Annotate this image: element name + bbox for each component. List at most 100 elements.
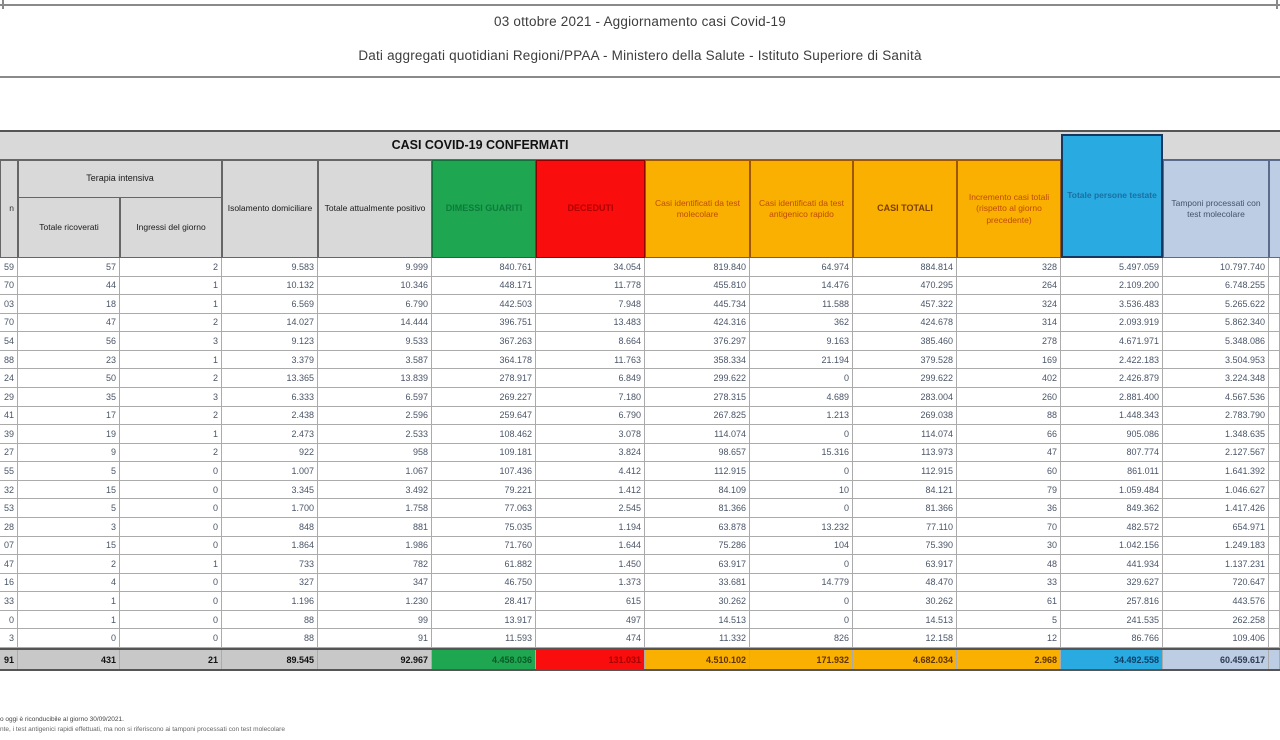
cell: 11.593 — [432, 629, 536, 647]
cell: 15 — [18, 480, 120, 499]
cell: 16 — [0, 573, 18, 592]
cell: 0 — [120, 573, 222, 592]
cell: 241.535 — [1061, 610, 1163, 629]
cell: 299.622 — [645, 369, 750, 387]
cell: 324 — [957, 295, 1061, 313]
cell — [1269, 480, 1280, 499]
cell: 10 — [750, 480, 853, 499]
cell: 1.059.484 — [1061, 480, 1163, 499]
cell: 47 — [957, 443, 1061, 462]
cell: 958 — [318, 443, 432, 462]
cell: 4.689 — [750, 388, 853, 406]
cell: 6.597 — [318, 388, 432, 406]
cell: 1.373 — [536, 573, 645, 592]
cell: 474 — [536, 629, 645, 647]
column-header-ingressi-del-giorno: Ingressi del giorno — [120, 197, 222, 258]
cell: 4.671.971 — [1061, 332, 1163, 350]
cell: 1.046.627 — [1163, 480, 1269, 499]
cell: 75.035 — [432, 518, 536, 536]
cell: 2.422.183 — [1061, 350, 1163, 369]
cell: 03 — [0, 295, 18, 313]
cell: 720.647 — [1163, 573, 1269, 592]
cell: 70 — [957, 518, 1061, 536]
cell: 112.915 — [853, 462, 957, 480]
cell: 905.086 — [1061, 425, 1163, 443]
total-cell: 4.682.034 — [853, 650, 957, 669]
cell: 6.790 — [536, 406, 645, 425]
cell: 5 — [957, 610, 1061, 629]
cell: 28.417 — [432, 592, 536, 610]
page-title: 03 ottobre 2021 - Aggiornamento casi Cov… — [494, 14, 786, 29]
cell: 807.774 — [1061, 443, 1163, 462]
total-cell: 92.967 — [318, 650, 432, 669]
cell: 14.513 — [853, 610, 957, 629]
cell: 1.230 — [318, 592, 432, 610]
cell: 269.038 — [853, 406, 957, 425]
column-header-isolamento-domiciliare: Isolamento domiciliare — [222, 160, 318, 258]
cell: 283.004 — [853, 388, 957, 406]
cell: 2 — [18, 555, 120, 573]
cell: 5.497.059 — [1061, 258, 1163, 276]
cell: 9 — [18, 443, 120, 462]
cell: 0 — [750, 592, 853, 610]
cell — [1269, 350, 1280, 369]
cell: 55 — [0, 462, 18, 480]
border-stub-right — [1276, 0, 1278, 9]
cell: 63.917 — [853, 555, 957, 573]
cell — [1269, 536, 1280, 555]
cell: 33.681 — [645, 573, 750, 592]
cell: 457.322 — [853, 295, 957, 313]
cell: 884.814 — [853, 258, 957, 276]
cell: 264 — [957, 276, 1061, 295]
cell: 1.758 — [318, 499, 432, 517]
cell: 2.127.567 — [1163, 443, 1269, 462]
cell — [1269, 462, 1280, 480]
cell — [1269, 388, 1280, 406]
cell: 1.042.156 — [1061, 536, 1163, 555]
cell: 104 — [750, 536, 853, 555]
table-row: 88 23 1 3.379 3.587 364.178 11.763 358.334 21.19… — [0, 350, 1280, 370]
total-cell: 2.968 — [957, 650, 1061, 669]
cell: 819.840 — [645, 258, 750, 276]
cell: 3.492 — [318, 480, 432, 499]
cell: 733 — [222, 555, 318, 573]
cell: 88 — [0, 350, 18, 369]
cell: 12 — [957, 629, 1061, 647]
cell: 9.999 — [318, 258, 432, 276]
cell: 13.839 — [318, 369, 432, 387]
cell: 56 — [18, 332, 120, 350]
cell: 91 — [318, 629, 432, 647]
cell: 6.333 — [222, 388, 318, 406]
cell: 10.132 — [222, 276, 318, 295]
cell: 9.123 — [222, 332, 318, 350]
cell: 13.917 — [432, 610, 536, 629]
cell: 54 — [0, 332, 18, 350]
cell: 47 — [18, 313, 120, 332]
total-cell: 431 — [18, 650, 120, 669]
cell: 1.067 — [318, 462, 432, 480]
top-rule — [0, 4, 1280, 6]
cell: 63.917 — [645, 555, 750, 573]
cell: 367.263 — [432, 332, 536, 350]
column-header-casi-test-antigenico: Casi identificati da test antigenico rap… — [750, 160, 853, 258]
cell: 5 — [18, 499, 120, 517]
cell — [1269, 406, 1280, 425]
cell: 2 — [120, 258, 222, 276]
cell: 113.973 — [853, 443, 957, 462]
cell — [1269, 592, 1280, 610]
table-row: 47 2 1 733 782 61.882 1.450 63.917 0 63.917 48 441.… — [0, 555, 1280, 574]
cell — [1269, 518, 1280, 536]
cell: 278.917 — [432, 369, 536, 387]
cell: 109.181 — [432, 443, 536, 462]
table-row: 55 5 0 1.007 1.067 107.436 4.412 112.915 0 112.91… — [0, 462, 1280, 481]
cell: 86.766 — [1061, 629, 1163, 647]
cell: 1.007 — [222, 462, 318, 480]
column-header-dimessi-guariti: DIMESSI GUARITI — [432, 160, 536, 258]
cell: 7.948 — [536, 295, 645, 313]
table-row: 59 57 2 9.583 9.999 840.761 34.054 819.840 64.97… — [0, 258, 1280, 277]
table-row: 32 15 0 3.345 3.492 79.221 1.412 84.109 10 84.121… — [0, 480, 1280, 500]
cell: 314 — [957, 313, 1061, 332]
cell: 61 — [957, 592, 1061, 610]
column-header-deceduti: DECEDUTI — [536, 160, 645, 258]
cell: 2.596 — [318, 406, 432, 425]
